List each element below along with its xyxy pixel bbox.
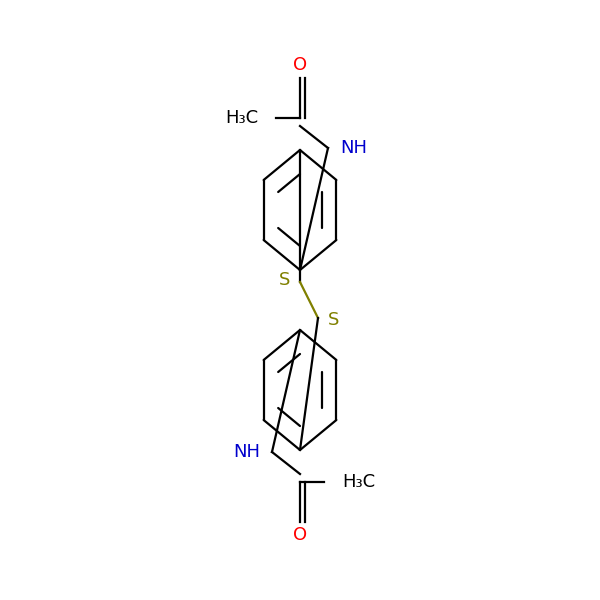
Text: H₃C: H₃C <box>342 473 375 491</box>
Text: O: O <box>293 526 307 544</box>
Text: H₃C: H₃C <box>225 109 258 127</box>
Text: S: S <box>328 311 340 329</box>
Text: NH: NH <box>340 139 367 157</box>
Text: NH: NH <box>233 443 260 461</box>
Text: S: S <box>278 271 290 289</box>
Text: O: O <box>293 56 307 74</box>
